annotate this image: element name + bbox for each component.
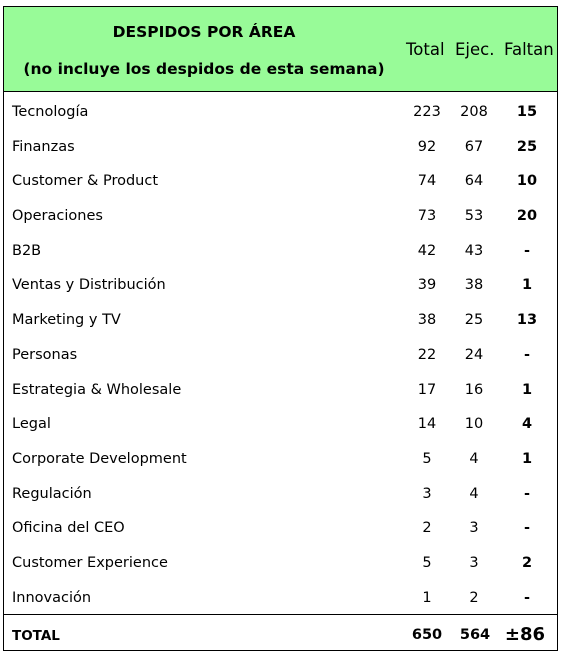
- cell-ejec: 10: [464, 416, 484, 433]
- cell-total: 17: [417, 381, 437, 398]
- area-label: Innovación: [12, 589, 92, 606]
- layoffs-table: DESPIDOS POR ÁREA (no incluye los despid…: [3, 6, 558, 651]
- table-row: Corporate Development 5 4 1: [4, 443, 557, 478]
- cell-total: 22: [417, 346, 437, 363]
- cell-total: 42: [417, 242, 437, 259]
- cell-faltan: 20: [516, 208, 538, 225]
- cell-faltan: -: [523, 346, 531, 363]
- area-label: Customer Experience: [12, 554, 168, 571]
- cell-ejec: 3: [469, 520, 479, 537]
- area-label: Marketing y TV: [12, 312, 121, 329]
- cell-faltan: -: [523, 589, 531, 606]
- cell-total: 1: [422, 589, 432, 606]
- table-row: Ventas y Distribución 39 38 1: [4, 269, 557, 304]
- area-label: Finanzas: [12, 138, 75, 155]
- area-label: Tecnología: [12, 104, 89, 120]
- total-value-ejec: 564: [459, 627, 491, 643]
- area-label: Operaciones: [12, 208, 103, 225]
- table-row: Innovación 1 2 -: [4, 582, 557, 617]
- table-row: Customer & Product 74 64 10: [4, 165, 557, 200]
- area-label: Oficina del CEO: [12, 520, 125, 537]
- area-label: Regulación: [12, 485, 92, 502]
- table-body: Tecnología 223 208 15 Finanzas 92 67 25 Customer…: [4, 96, 557, 616]
- cell-ejec: 53: [464, 208, 484, 225]
- cell-ejec: 67: [464, 138, 484, 155]
- cell-faltan: 15: [516, 104, 538, 120]
- cell-total: 5: [422, 450, 432, 467]
- cell-faltan: 13: [516, 312, 538, 329]
- column-header-faltan: Faltan: [504, 40, 554, 59]
- cell-faltan: 1: [521, 381, 533, 398]
- cell-ejec: 43: [464, 242, 484, 259]
- area-label: Customer & Product: [12, 173, 159, 190]
- cell-total: 2: [422, 520, 432, 537]
- cell-ejec: 4: [469, 450, 479, 467]
- cell-total: 14: [417, 416, 437, 433]
- area-label: Ventas y Distribución: [12, 277, 166, 294]
- cell-total: 73: [417, 208, 437, 225]
- area-label: B2B: [12, 242, 42, 259]
- cell-ejec: 24: [464, 346, 484, 363]
- area-label: Corporate Development: [12, 450, 187, 467]
- area-label: Legal: [12, 416, 51, 433]
- area-label: Personas: [12, 346, 78, 363]
- table-row: B2B 42 43 -: [4, 235, 557, 270]
- cell-ejec: 4: [469, 485, 479, 502]
- column-header-ejec: Ejec.: [455, 40, 495, 59]
- cell-faltan: 4: [521, 416, 533, 433]
- table-row: Regulación 3 4 -: [4, 478, 557, 513]
- cell-total: 39: [417, 277, 437, 294]
- table-row: Personas 22 24 -: [4, 339, 557, 374]
- table-row: Legal 14 10 4: [4, 408, 557, 443]
- cell-faltan: 10: [516, 173, 538, 190]
- table-row: Finanzas 92 67 25: [4, 131, 557, 166]
- cell-faltan: -: [523, 485, 531, 502]
- total-value-total: 650: [411, 627, 443, 643]
- cell-total: 92: [417, 138, 437, 155]
- cell-ejec: 3: [469, 554, 479, 571]
- cell-ejec: 64: [464, 173, 484, 190]
- cell-total: 3: [422, 485, 432, 502]
- table-row: Operaciones 73 53 20: [4, 200, 557, 235]
- cell-ejec: 25: [464, 312, 484, 329]
- cell-ejec: 16: [464, 381, 484, 398]
- column-header-total: Total: [406, 40, 445, 59]
- area-label: Estrategia & Wholesale: [12, 381, 182, 398]
- cell-faltan: 25: [516, 138, 538, 155]
- cell-faltan: 2: [521, 554, 533, 571]
- cell-faltan: -: [523, 242, 531, 259]
- total-label: TOTAL: [12, 628, 60, 644]
- cell-faltan: 1: [521, 277, 533, 294]
- cell-ejec: 208: [460, 104, 488, 120]
- cell-ejec: 38: [464, 277, 484, 294]
- cell-total: 5: [422, 554, 432, 571]
- cell-faltan: -: [523, 520, 531, 537]
- total-value-faltan: ±86: [504, 624, 546, 645]
- cell-ejec: 2: [469, 589, 479, 606]
- total-row: TOTAL 650 564 ±86: [4, 614, 557, 652]
- cell-total: 38: [417, 312, 437, 329]
- table-row: Estrategia & Wholesale 17 16 1: [4, 374, 557, 409]
- table-row: Tecnología 223 208 15: [4, 96, 557, 131]
- table-subtitle: (no incluye los despidos de esta semana): [23, 60, 385, 78]
- table-header: DESPIDOS POR ÁREA (no incluye los despid…: [4, 7, 557, 92]
- table-row: Customer Experience 5 3 2: [4, 547, 557, 582]
- cell-total: 223: [413, 104, 441, 120]
- table-title: DESPIDOS POR ÁREA: [112, 23, 296, 41]
- table-row: Oficina del CEO 2 3 -: [4, 512, 557, 547]
- cell-total: 74: [417, 173, 437, 190]
- cell-faltan: 1: [521, 450, 533, 467]
- table-row: Marketing y TV 38 25 13: [4, 304, 557, 339]
